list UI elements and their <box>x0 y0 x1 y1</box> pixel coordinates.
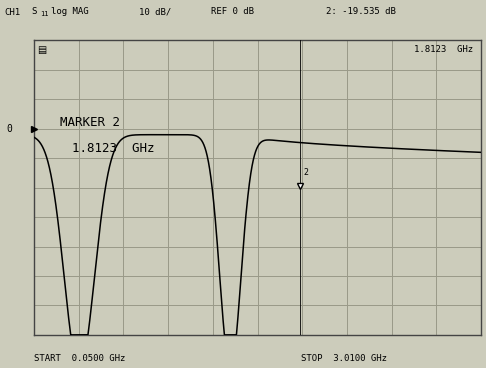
Text: STOP  3.0100 GHz: STOP 3.0100 GHz <box>301 354 387 363</box>
Text: REF 0 dB: REF 0 dB <box>211 7 254 16</box>
Text: 2: 2 <box>303 169 308 177</box>
Text: START  0.0500 GHz: START 0.0500 GHz <box>34 354 125 363</box>
Text: 10 dB/: 10 dB/ <box>139 7 171 16</box>
Text: 11: 11 <box>40 11 49 17</box>
Text: CH1: CH1 <box>5 8 21 17</box>
Text: 1.8123  GHz: 1.8123 GHz <box>415 45 473 54</box>
Text: ▤: ▤ <box>37 45 46 55</box>
Text: log MAG: log MAG <box>51 7 88 16</box>
Text: 0: 0 <box>6 124 12 134</box>
Text: 1.8123  GHz: 1.8123 GHz <box>72 142 154 155</box>
Text: MARKER 2: MARKER 2 <box>60 116 120 129</box>
Text: 2: -19.535 dB: 2: -19.535 dB <box>326 7 396 16</box>
Text: S: S <box>32 7 37 16</box>
